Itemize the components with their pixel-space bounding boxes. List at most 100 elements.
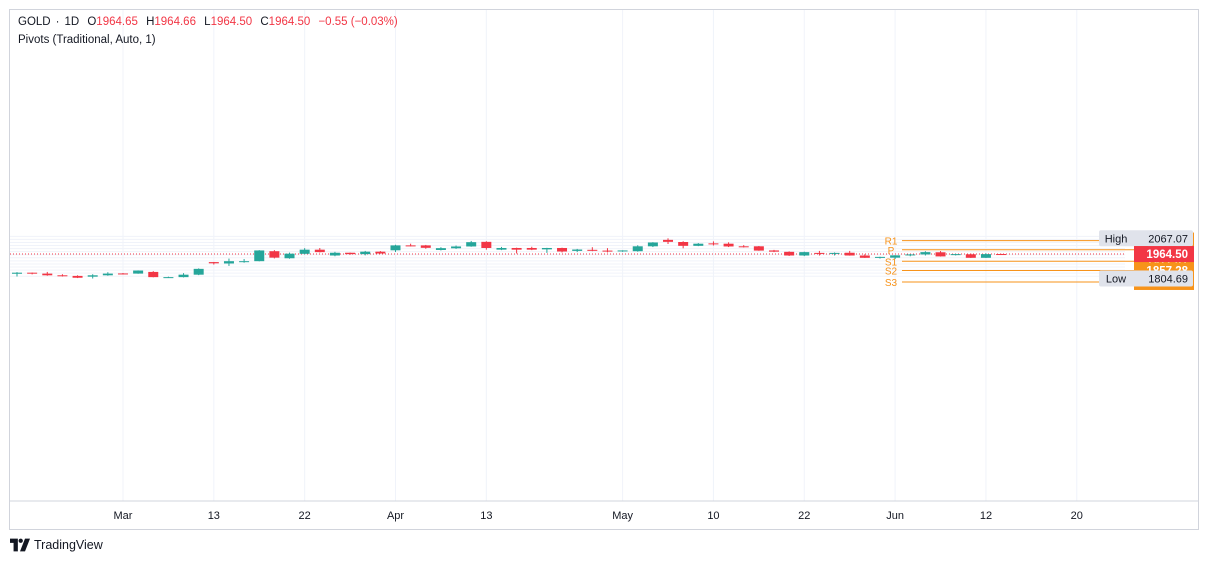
low-marker-label: Low (1106, 274, 1126, 286)
candle-body-up[interactable] (178, 274, 189, 278)
candle-body-up[interactable] (451, 246, 462, 249)
candle-body-down[interactable] (148, 271, 159, 278)
candle-body-up[interactable] (163, 277, 174, 279)
candle-body-down[interactable] (345, 252, 356, 255)
candle-body-down[interactable] (753, 246, 764, 251)
candle-body-up[interactable] (435, 248, 446, 250)
candle-body-down[interactable] (526, 247, 537, 250)
candle-body-down[interactable] (42, 273, 53, 276)
last-price-tag (1134, 246, 1194, 263)
candle-body-up[interactable] (920, 252, 931, 255)
candle-body-down[interactable] (844, 252, 855, 256)
candle-body-up[interactable] (133, 270, 144, 274)
x-tick-label: Mar (114, 510, 133, 522)
candle-body-down[interactable] (769, 250, 779, 252)
candle-body-up[interactable] (541, 247, 552, 250)
candle-body-up[interactable] (390, 245, 401, 251)
close-value: 1964.50 (268, 16, 311, 28)
candle-body-down[interactable] (481, 241, 492, 248)
symbol-name[interactable]: GOLD (18, 16, 51, 28)
x-tick-label: Apr (387, 510, 404, 522)
low-label: L (204, 16, 211, 28)
candle-body-up[interactable] (617, 250, 628, 252)
candle-body-up[interactable] (239, 261, 250, 263)
candle-body-down[interactable] (72, 275, 83, 278)
candle-body-down[interactable] (602, 250, 613, 252)
candle-body-down[interactable] (784, 251, 795, 256)
candle-body-down[interactable] (269, 251, 280, 258)
candle-body-up[interactable] (466, 242, 477, 247)
candle-body-up[interactable] (647, 242, 658, 247)
pivot-name-s1: S1 (885, 257, 898, 268)
candle-body-up[interactable] (223, 261, 234, 264)
candle-body-up[interactable] (890, 255, 901, 258)
chart-frame (9, 9, 1199, 530)
candle-body-down[interactable] (208, 262, 219, 264)
candle-body-down[interactable] (678, 242, 689, 246)
candle-body-up[interactable] (496, 247, 507, 250)
candle-body-down[interactable] (375, 251, 386, 254)
low-value: 1964.50 (210, 16, 253, 28)
ohlc-legend: GOLD · 1D O1964.65 H1964.66 L1964.50 C1964… (18, 16, 398, 28)
candle-body-up[interactable] (87, 275, 98, 277)
x-tick-label: 12 (980, 510, 992, 522)
low-marker-value: 1804.69 (1148, 274, 1188, 286)
x-tick-label: 22 (798, 510, 810, 522)
candle-body-down[interactable] (405, 245, 416, 247)
last-price-label: 1964.50 (1146, 249, 1188, 261)
candle-body-down[interactable] (935, 252, 946, 257)
candle-body-down[interactable] (27, 272, 38, 274)
candle-body-up[interactable] (874, 256, 885, 258)
candle-body-up[interactable] (360, 251, 371, 255)
candle-body-down[interactable] (57, 275, 68, 277)
pivot-name-r1: R1 (885, 237, 898, 248)
candle-body-up[interactable] (950, 254, 961, 256)
tradingview-logo-icon (10, 538, 30, 552)
candle-body-up[interactable] (254, 250, 265, 262)
candle-body-up[interactable] (572, 249, 583, 251)
candle-body-up[interactable] (284, 253, 295, 259)
x-tick-label: 20 (1071, 510, 1083, 522)
brand-footer[interactable]: TradingView (10, 538, 103, 552)
candle-body-down[interactable] (420, 245, 431, 248)
pivot-name-p: P (888, 246, 895, 257)
x-tick-label: Jun (886, 510, 904, 522)
candle-body-up[interactable] (12, 272, 22, 274)
candle-body-up[interactable] (329, 252, 340, 256)
candle-body-up[interactable] (829, 252, 840, 254)
candle-body-up[interactable] (905, 254, 916, 256)
change-value: −0.55 (−0.03%) (318, 16, 398, 28)
candle-body-down[interactable] (814, 252, 825, 254)
interval-label[interactable]: 1D (64, 16, 80, 28)
x-tick-label: 13 (208, 510, 220, 522)
candle-body-down[interactable] (557, 247, 568, 252)
candle-body-up[interactable] (193, 268, 204, 275)
high-marker-box (1099, 230, 1193, 247)
candle-body-down[interactable] (511, 247, 522, 250)
pivot-name-s3: S3 (885, 278, 898, 289)
candle-body-up[interactable] (799, 252, 810, 256)
low-marker-box (1099, 270, 1193, 287)
high-marker-value: 2067.07 (1148, 233, 1188, 245)
candle-body-up[interactable] (299, 249, 310, 254)
candle-body-down[interactable] (587, 249, 598, 251)
candle-body-up[interactable] (102, 273, 113, 276)
candle-body-up[interactable] (632, 246, 643, 252)
candle-body-down[interactable] (708, 243, 719, 245)
candle-body-down[interactable] (314, 249, 325, 253)
candle-body-up[interactable] (980, 254, 991, 258)
candle-body-down[interactable] (663, 239, 674, 242)
candle-body-up[interactable] (693, 243, 704, 246)
open-value: 1964.65 (96, 16, 138, 28)
high-label: H (146, 16, 155, 28)
indicator-legend[interactable]: Pivots (Traditional, Auto, 1) (18, 34, 156, 46)
close-label: C (260, 16, 269, 28)
candle-body-down[interactable] (723, 243, 734, 247)
candle-body-down[interactable] (859, 255, 870, 258)
candle-body-down[interactable] (117, 273, 128, 275)
pivot-name-s2: S2 (885, 266, 898, 277)
candle-body-down[interactable] (996, 254, 1007, 256)
candle-body-down[interactable] (738, 246, 749, 248)
candle-body-down[interactable] (965, 254, 976, 258)
